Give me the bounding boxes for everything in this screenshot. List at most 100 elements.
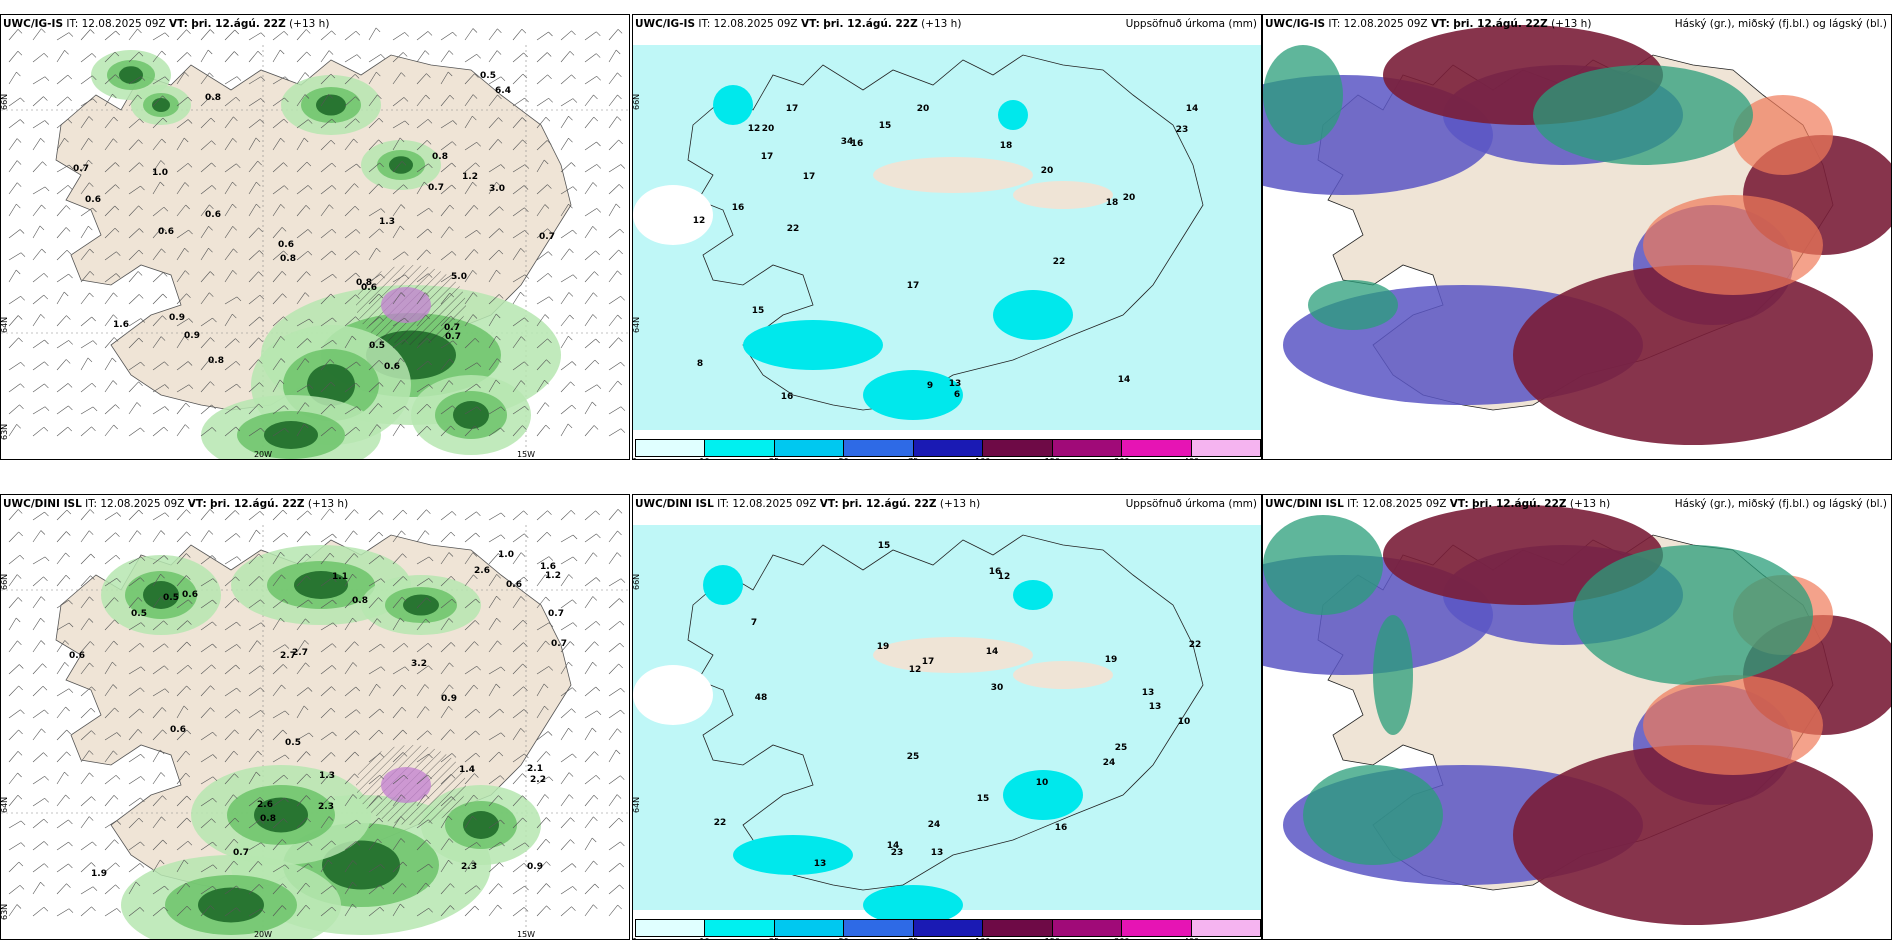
value-label: 13 — [949, 379, 962, 389]
wind-barb-flag — [88, 750, 94, 755]
legend-tick: 100 — [975, 937, 990, 939]
wind-barb-flag — [115, 162, 120, 167]
wind-barb — [440, 340, 454, 349]
wind-barb — [200, 885, 213, 895]
wind-barb — [224, 556, 238, 565]
wind-barb-flag — [90, 29, 95, 34]
wind-barb — [272, 336, 281, 349]
wind-barb — [560, 817, 571, 829]
wind-barb-flag — [88, 816, 94, 821]
wind-barb-flag — [260, 665, 265, 670]
legend-tick: 200 — [1114, 457, 1129, 459]
value-label: 1.6 — [113, 320, 129, 330]
wind-barb — [320, 339, 333, 349]
wind-barb — [8, 362, 21, 371]
wind-barb — [8, 97, 21, 107]
wind-barb-flag — [570, 510, 576, 515]
wind-barb — [416, 908, 429, 917]
wind-barb-flag — [160, 573, 165, 579]
legend-swatch — [844, 440, 914, 456]
wind-barb — [560, 622, 574, 631]
wind-barb — [560, 574, 570, 587]
wind-barb-flag — [543, 683, 549, 689]
wind-barb — [512, 728, 521, 741]
wind-barb-flag — [183, 137, 189, 143]
wind-barb — [296, 358, 306, 371]
wind-barb-flag — [498, 795, 503, 800]
wind-barb — [272, 552, 281, 565]
wind-barb-flag — [44, 798, 49, 803]
wind-barb-flag — [89, 772, 94, 778]
map-panel-4: 7 10 19 24 17 22 30 25 14 19 25 16 13 15 15 13 14 10 12 24 2… — [632, 494, 1262, 940]
wind-barb — [56, 340, 69, 349]
wind-barb — [416, 665, 429, 675]
wind-barb — [320, 599, 333, 609]
wind-barb-flag — [329, 359, 335, 364]
wind-barb-flag — [472, 181, 477, 187]
wind-barb-flag — [17, 509, 23, 514]
wind-barb-flag — [163, 555, 169, 560]
dry-area — [1013, 661, 1113, 689]
wind-barb-flag — [114, 51, 120, 57]
wind-barb — [440, 905, 451, 917]
mid-cloud — [1513, 265, 1873, 445]
value-label: 12 — [748, 124, 761, 134]
wind-barb — [464, 292, 474, 305]
wind-barb-flag — [355, 30, 361, 36]
value-label: 17 — [803, 172, 816, 182]
wind-barb-flag — [20, 709, 25, 715]
lat-label: 63N — [1, 424, 9, 440]
wind-barb-flag — [428, 207, 433, 213]
wind-barb-flag — [617, 314, 622, 320]
wind-barb — [320, 731, 333, 741]
wind-barb-flag — [162, 95, 167, 101]
wind-barb — [152, 688, 166, 697]
wind-barb-flag — [496, 335, 501, 341]
wind-barb-flag — [427, 643, 433, 648]
wind-barb — [392, 424, 401, 437]
wind-barb-flag — [284, 76, 290, 81]
wind-barb-flag — [260, 599, 265, 605]
wind-barb-flag — [185, 772, 191, 778]
wind-barb — [128, 402, 138, 415]
wind-barb-flag — [545, 838, 551, 844]
wind-barb-flag — [593, 116, 599, 122]
wind-barb — [512, 510, 524, 521]
wind-barb — [248, 119, 261, 129]
init-time: 12.08.2025 09Z — [713, 18, 798, 30]
wind-barb — [128, 797, 141, 807]
wind-barb — [584, 904, 594, 917]
wind-barb — [488, 269, 497, 283]
wind-barb-flag — [592, 182, 598, 187]
wind-barb-flag — [186, 905, 192, 911]
wind-barb-flag — [209, 204, 214, 210]
wind-barb-flag — [305, 205, 311, 210]
wind-barb — [584, 292, 594, 305]
wind-barb-flag — [232, 270, 237, 275]
wind-barb-flag — [139, 643, 145, 648]
wind-barb — [608, 642, 620, 653]
wind-barb — [152, 361, 165, 371]
wind-barb — [560, 186, 574, 195]
wind-barb — [392, 576, 404, 587]
wind-barb-flag — [451, 753, 457, 758]
wind-barb-flag — [40, 640, 46, 645]
wind-barb-flag — [16, 71, 21, 77]
wind-barb — [560, 423, 569, 437]
value-label: 1.2 — [545, 571, 561, 581]
wind-barb-flag — [592, 314, 598, 319]
wind-barb-flag — [617, 72, 622, 78]
wind-barb — [416, 163, 429, 173]
precip-heavy — [463, 811, 499, 839]
wind-barb-flag — [41, 248, 46, 254]
value-label: 16 — [989, 567, 1002, 577]
wind-barb-flag — [140, 622, 146, 627]
wind-barb — [560, 839, 571, 851]
wind-barb-flag — [17, 772, 22, 778]
wind-barb-flag — [306, 795, 311, 800]
wind-barb — [32, 161, 43, 173]
wind-barb — [536, 883, 547, 895]
wind-barb — [536, 683, 545, 697]
wind-barb-flag — [186, 531, 191, 537]
dry-area — [1013, 181, 1113, 209]
